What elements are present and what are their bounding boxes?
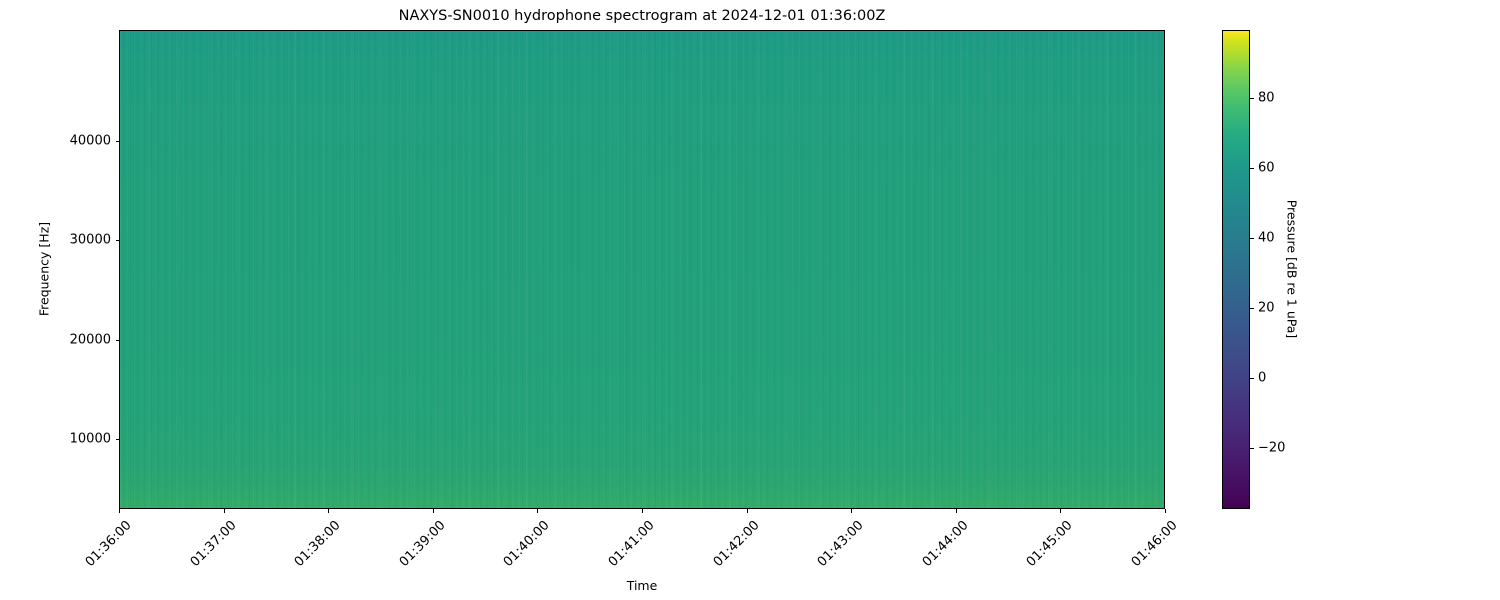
x-tick-mark bbox=[1165, 509, 1166, 513]
x-tick-label: 01:46:00 bbox=[1128, 518, 1181, 570]
x-axis-label: Time bbox=[626, 578, 658, 593]
colorbar-tick-layer: −20 0 20 40 60 80 bbox=[1222, 30, 1285, 509]
x-tick-mark bbox=[432, 509, 434, 513]
y-axis-tick-layer: 10000 20000 30000 40000 bbox=[70, 30, 1165, 509]
colorbar-tick-mark bbox=[1250, 168, 1254, 169]
x-tick-mark bbox=[223, 509, 225, 513]
colorbar-tick-label: 40 bbox=[1258, 230, 1275, 246]
x-tick-label: 01:36:00 bbox=[82, 518, 135, 570]
chart-title: NAXYS-SN0010 hydrophone spectrogram at 2… bbox=[398, 8, 886, 24]
y-tick-label: 20000 bbox=[69, 332, 111, 348]
spectrogram-heatmap-image bbox=[120, 31, 1164, 508]
colorbar bbox=[1222, 30, 1250, 509]
colorbar-tick-label: 80 bbox=[1258, 90, 1275, 106]
x-axis-tick-layer: 01:36:00 01:37:00 01:38:00 01:39:00 01:4… bbox=[83, 30, 1181, 570]
x-tick-label: 01:42:00 bbox=[710, 518, 763, 570]
colorbar-tick-mark bbox=[1250, 238, 1254, 239]
y-tick-mark bbox=[115, 240, 119, 241]
x-tick-label: 01:44:00 bbox=[919, 518, 972, 570]
x-tick-label: 01:41:00 bbox=[605, 518, 658, 570]
colorbar-label: Pressure [dB re 1 uPa] bbox=[1284, 199, 1300, 339]
y-tick-label: 40000 bbox=[69, 133, 111, 149]
x-tick-mark bbox=[955, 509, 957, 513]
colorbar-tick-label: 60 bbox=[1258, 160, 1275, 176]
colorbar-gradient bbox=[1223, 31, 1249, 508]
y-tick-mark bbox=[115, 439, 119, 440]
colorbar-tick-label: 0 bbox=[1258, 370, 1267, 386]
x-tick-mark bbox=[1060, 509, 1062, 513]
y-tick-label: 10000 bbox=[69, 431, 111, 447]
x-tick-mark bbox=[537, 509, 539, 513]
x-tick-mark bbox=[746, 509, 748, 513]
x-tick-mark bbox=[119, 509, 120, 513]
colorbar-tick-mark bbox=[1250, 98, 1254, 99]
x-tick-label: 01:40:00 bbox=[501, 518, 553, 570]
y-axis-label: Frequency [Hz] bbox=[36, 221, 52, 317]
x-tick-label: 01:45:00 bbox=[1024, 518, 1076, 570]
colorbar-tick-mark bbox=[1250, 378, 1254, 379]
colorbar-tick-label: −20 bbox=[1258, 440, 1286, 456]
colorbar-tick-label: 20 bbox=[1258, 300, 1275, 316]
spectrogram-axes bbox=[119, 30, 1165, 509]
x-tick-label: 01:43:00 bbox=[814, 518, 867, 570]
y-tick-label: 30000 bbox=[69, 232, 111, 248]
x-tick-label: 01:39:00 bbox=[396, 518, 449, 570]
y-tick-mark bbox=[115, 340, 119, 341]
x-tick-mark bbox=[328, 509, 330, 513]
y-tick-mark bbox=[115, 141, 119, 142]
colorbar-tick-mark bbox=[1250, 448, 1254, 449]
x-tick-label: 01:38:00 bbox=[291, 518, 344, 570]
x-tick-mark bbox=[642, 509, 643, 513]
x-tick-mark bbox=[851, 509, 853, 513]
colorbar-tick-mark bbox=[1250, 308, 1254, 309]
x-tick-label: 01:37:00 bbox=[187, 518, 240, 570]
